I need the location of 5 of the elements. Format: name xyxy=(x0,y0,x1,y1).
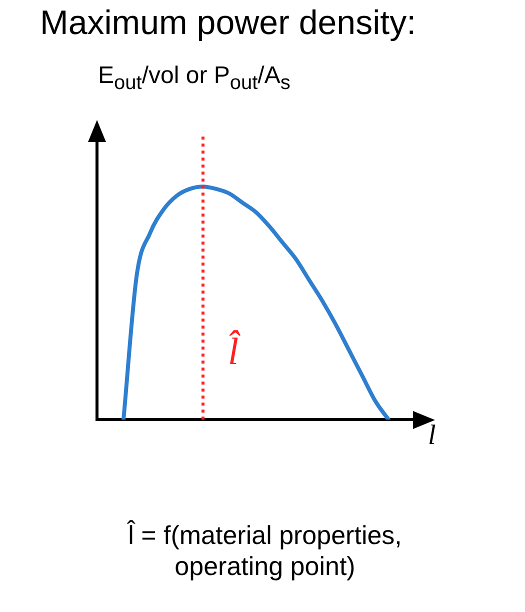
chart-title: Maximum power density: xyxy=(40,4,416,43)
text: l̂ = f(material properties, operating point) xyxy=(126,520,403,582)
x-axis-title: l xyxy=(428,420,436,452)
annotation: l̂ xyxy=(228,330,239,374)
y-axis-title: E$_{out}$/vol or P$_{out}$/A$_{s}$ xyxy=(98,62,290,95)
